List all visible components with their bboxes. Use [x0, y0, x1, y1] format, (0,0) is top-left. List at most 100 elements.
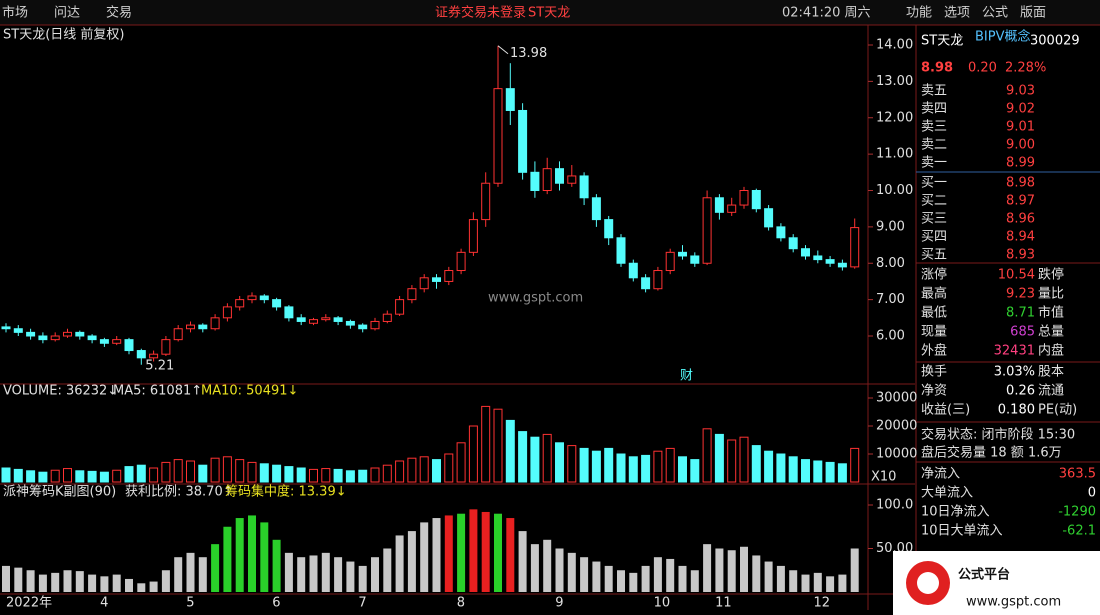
bid-price: 8.97 [1006, 194, 1035, 209]
stat-label: 净资 [921, 384, 947, 399]
volume-bar [813, 460, 823, 483]
volume-bar [788, 456, 798, 483]
trade-status: 盘后交易量 18 额 1.6万 [921, 445, 1062, 461]
login-status: 证券交易未登录 [435, 5, 526, 21]
volume-bar [333, 468, 343, 483]
stat-label: 收益(三) [921, 403, 970, 418]
menu-item: 选项 [944, 6, 970, 21]
chip-bar [789, 570, 798, 592]
ask-price: 8.99 [1006, 156, 1035, 171]
flow-value: -1290 [1058, 505, 1096, 520]
event-marker: 财 [680, 369, 693, 384]
volume-bar [63, 468, 72, 483]
chip-bar [690, 570, 699, 592]
chip-bar [813, 572, 822, 592]
ask-label: 卖二 [921, 138, 947, 153]
chip-bar [666, 558, 675, 592]
chip-bar [641, 565, 650, 592]
menu-item: 市场 [2, 5, 28, 21]
ask-price: 9.03 [1006, 84, 1035, 99]
chip-bar [211, 544, 220, 592]
bid-price: 8.98 [1006, 176, 1035, 191]
candle-body [1, 326, 11, 330]
volume-unit: X10 [871, 470, 896, 485]
candle-body [444, 270, 454, 282]
y-tick-label: 7.00 [876, 292, 905, 307]
chip-bar [334, 557, 343, 592]
candle-body [198, 324, 208, 330]
trade-status: 交易状态: 闭市阶段 15:30 [921, 427, 1075, 443]
y-tick-label: 8.00 [876, 256, 905, 271]
volume-bar [419, 456, 429, 483]
chip-bar [543, 539, 552, 592]
chip-bar [776, 565, 785, 592]
bid-label: 买三 [921, 212, 947, 227]
bid-label: 买四 [921, 230, 947, 245]
chip-bar [63, 570, 72, 592]
chip-bar [383, 548, 392, 592]
chip-bar [186, 552, 195, 592]
candle-body [419, 277, 429, 290]
chip-bar [826, 576, 835, 592]
chip-bar [248, 515, 256, 592]
ask-price: 9.02 [1006, 102, 1035, 117]
candle-body [727, 204, 737, 213]
candle-body [222, 306, 232, 319]
bid-label: 买二 [921, 194, 947, 209]
flow-value: -62.1 [1062, 524, 1096, 539]
candle-body [690, 255, 700, 264]
y-tick-label: 20000 [876, 419, 917, 434]
volume-bar [714, 433, 724, 483]
chip-header: 派神筹码K副图(90) [3, 484, 116, 500]
chip-bar [309, 555, 318, 592]
candle-body [272, 299, 282, 308]
candle-body [505, 88, 515, 111]
stat-label: 股本 [1038, 365, 1064, 380]
chip-bar [88, 574, 97, 592]
chip-bar [26, 570, 35, 592]
candle-body [149, 353, 159, 359]
chip-bar [764, 561, 773, 592]
chip-bar [51, 572, 60, 592]
candle-body [26, 331, 36, 337]
y-tick-label: 13.00 [876, 74, 913, 89]
chip-bar [494, 513, 502, 592]
ask-label: 卖三 [921, 120, 947, 135]
candle-body [99, 339, 109, 344]
volume-bar [764, 450, 774, 483]
stat-value: 0.180 [998, 403, 1035, 418]
chip-bar [395, 535, 404, 592]
last-price: 8.98 [921, 61, 953, 76]
chip-header: 筹码集中度: 13.39↓ [225, 484, 347, 500]
flow-label: 10日净流入 [921, 505, 990, 520]
menu-item: 交易 [106, 5, 132, 21]
chip-bar [801, 574, 810, 592]
chip-bar [567, 552, 576, 592]
stat-label: 现量 [921, 325, 947, 340]
candle-body [75, 331, 85, 337]
volume-bar [727, 439, 737, 483]
chip-bar [14, 567, 23, 592]
x-tick-label: 9 [555, 596, 563, 611]
candle-body [13, 328, 23, 333]
volume-bar [136, 464, 146, 483]
chip-bar [272, 539, 281, 592]
volume-bar [641, 454, 651, 483]
ask-label: 卖五 [921, 84, 947, 99]
candle-body [665, 251, 675, 272]
volume-bar [468, 425, 478, 483]
chip-bar [346, 561, 355, 592]
chip-bar [2, 565, 10, 592]
chip-bar [297, 557, 306, 592]
menu-item: 公式 [982, 6, 1008, 21]
candle-body [370, 320, 380, 330]
ask-price: 9.01 [1006, 120, 1035, 135]
volume-bar [542, 433, 552, 483]
candle-body [210, 317, 220, 330]
candle-body [628, 262, 638, 279]
volume-bar [149, 467, 159, 483]
flow-label: 10日大单流入 [921, 524, 1003, 539]
volume-bar [751, 445, 761, 483]
volume-bar [555, 442, 564, 483]
chip-bar [506, 518, 515, 592]
